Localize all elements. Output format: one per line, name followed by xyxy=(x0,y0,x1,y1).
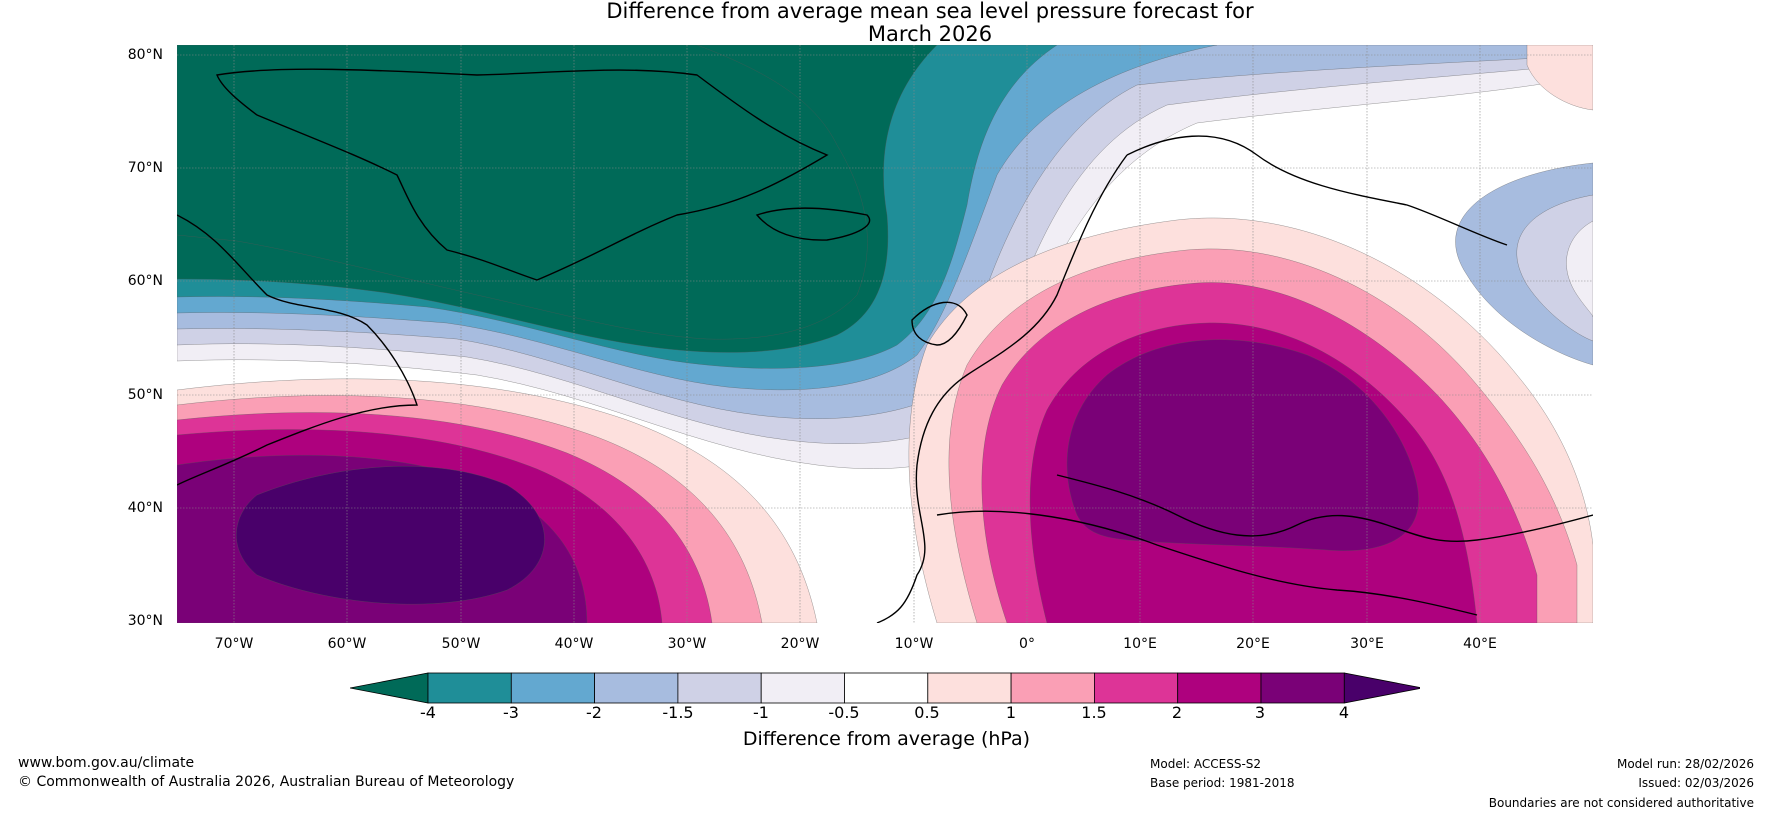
colorbar-bin xyxy=(677,672,762,704)
pressure-anomaly-map xyxy=(177,45,1593,623)
lon-label-20w: 20°W xyxy=(780,636,820,652)
colorbar-tick: -3 xyxy=(503,703,519,722)
greenland-coast xyxy=(216,68,829,281)
map-title: Difference from average mean sea level p… xyxy=(0,0,1770,46)
map-title-line1: Difference from average mean sea level p… xyxy=(606,0,1254,23)
lon-label-30e: 30°E xyxy=(1350,636,1384,652)
northeast-positive-anomaly xyxy=(1526,45,1593,111)
colorbar-bin xyxy=(510,672,596,704)
colorbar-tick: -1 xyxy=(753,703,769,722)
lon-label-10w: 10°W xyxy=(894,636,934,652)
lat-label-80n: 80°N xyxy=(127,47,163,63)
british-isles-coast xyxy=(911,301,968,346)
north-america-coast xyxy=(177,214,418,486)
colorbar-bin xyxy=(927,672,1012,704)
colorbar-tick: -4 xyxy=(420,703,436,722)
map-canvas xyxy=(177,45,1593,623)
disclaimer-text: Boundaries are not considered authoritat… xyxy=(1488,796,1754,810)
model-run-text: Model run: 28/02/2026 xyxy=(1616,757,1754,771)
colorbar-bin xyxy=(594,672,679,704)
negative-anomaly-region xyxy=(177,45,1593,469)
graticule xyxy=(177,45,1593,623)
coastlines xyxy=(177,68,1593,623)
lat-label-60n: 60°N xyxy=(127,273,163,289)
colorbar-bin xyxy=(1010,672,1095,704)
west-atlantic-positive-anomaly xyxy=(177,378,818,623)
colorbar-tick: -0.5 xyxy=(828,703,860,722)
colorbar-tick: 1.5 xyxy=(1081,703,1107,722)
north-africa-coast xyxy=(936,510,1478,616)
colorbar-bin xyxy=(427,672,512,704)
colorbar-label: Difference from average (hPa) xyxy=(742,728,1031,750)
lon-label-60w: 60°W xyxy=(327,636,367,652)
colorbar-bin xyxy=(1177,672,1262,704)
lat-label-30n: 30°N xyxy=(127,613,163,629)
colorbar-bin xyxy=(350,672,429,704)
colorbar-tick: 3 xyxy=(1254,703,1266,722)
northeast-negative-anomaly xyxy=(1455,162,1593,366)
website-link[interactable]: www.bom.gov.au/climate xyxy=(18,755,195,771)
lon-label-0: 0° xyxy=(1019,636,1035,652)
colorbar-bin xyxy=(760,672,845,704)
colorbar-bin xyxy=(844,672,929,704)
model-text: Model: ACCESS-S2 xyxy=(1150,757,1262,771)
europe-coast xyxy=(876,135,1593,623)
issued-text: Issued: 02/03/2026 xyxy=(1638,776,1754,790)
base-period-text: Base period: 1981-2018 xyxy=(1150,776,1295,790)
colorbar-bin xyxy=(1094,672,1179,704)
colorbar-tick: -1.5 xyxy=(662,703,694,722)
colorbar-tick: 4 xyxy=(1338,703,1350,722)
iceland-coast xyxy=(755,207,871,241)
colorbar-tick: 2 xyxy=(1171,703,1183,722)
colorbar xyxy=(350,672,1420,704)
map-title-line2: March 2026 xyxy=(867,22,993,46)
lon-label-30w: 30°W xyxy=(667,636,707,652)
lat-label-40n: 40°N xyxy=(127,500,163,516)
lat-label-70n: 70°N xyxy=(127,160,163,176)
lat-label-50n: 50°N xyxy=(127,387,163,403)
colorbar-bin xyxy=(1260,672,1345,704)
lon-label-70w: 70°W xyxy=(214,636,254,652)
lon-label-40w: 40°W xyxy=(554,636,594,652)
colorbar-bin xyxy=(1343,672,1420,704)
colorbar-tick: 0.5 xyxy=(914,703,940,722)
lon-label-40e: 40°E xyxy=(1463,636,1497,652)
copyright-text: © Commonwealth of Australia 2026, Austra… xyxy=(18,774,515,790)
lon-label-20e: 20°E xyxy=(1236,636,1270,652)
lon-label-50w: 50°W xyxy=(441,636,481,652)
colorbar-tick: 1 xyxy=(1005,703,1017,722)
lon-label-10e: 10°E xyxy=(1123,636,1157,652)
colorbar-tick: -2 xyxy=(586,703,602,722)
